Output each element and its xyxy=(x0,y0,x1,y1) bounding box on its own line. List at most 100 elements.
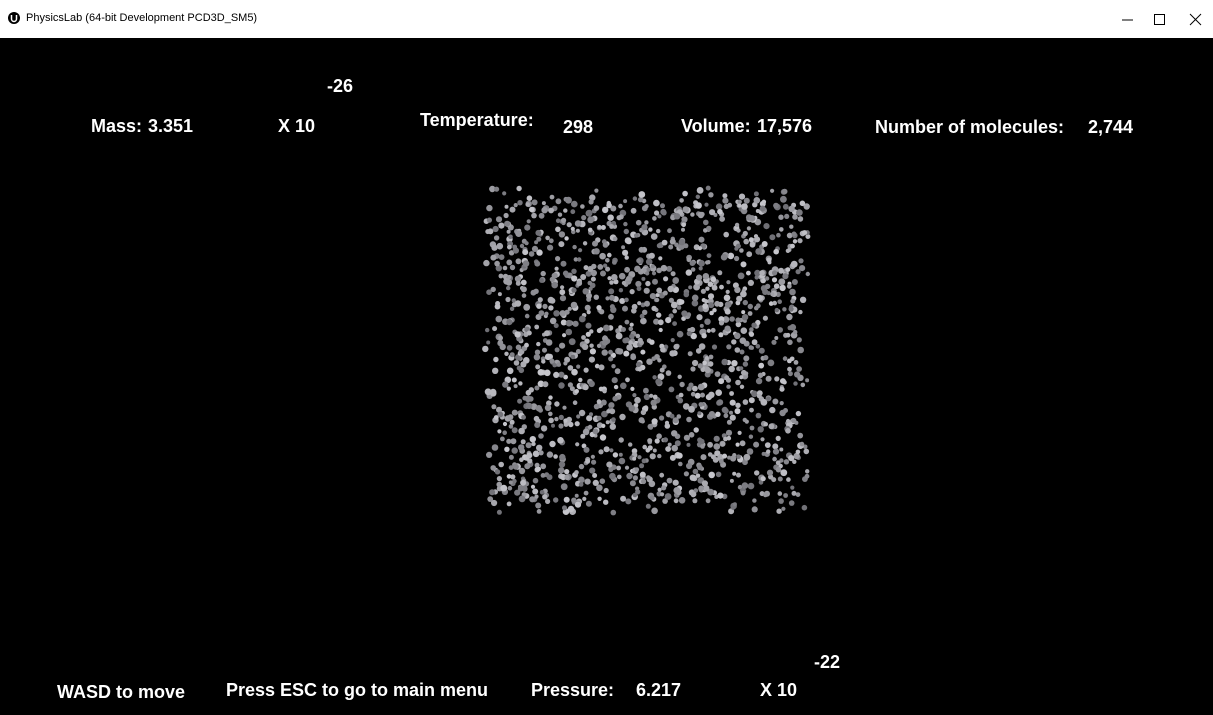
molecule xyxy=(741,310,745,314)
molecule xyxy=(621,245,625,249)
molecule xyxy=(571,302,578,309)
molecule xyxy=(611,510,617,516)
molecule xyxy=(777,327,783,333)
molecule xyxy=(579,464,584,469)
molecule xyxy=(738,431,742,435)
molecule xyxy=(617,475,622,480)
molecule xyxy=(639,247,645,253)
molecule xyxy=(772,270,777,275)
molecule xyxy=(548,208,554,214)
molecule xyxy=(714,301,720,307)
menu-hint: Press ESC to go to main menu xyxy=(226,681,488,699)
molecule xyxy=(632,457,636,461)
molecule xyxy=(716,472,722,478)
molecule xyxy=(750,426,755,431)
molecule xyxy=(577,257,581,261)
molecule xyxy=(494,187,499,192)
molecule xyxy=(789,500,795,506)
molecule xyxy=(688,351,693,356)
molecule xyxy=(651,400,657,406)
molecule xyxy=(707,329,711,333)
molecule xyxy=(705,287,709,291)
molecule xyxy=(736,454,741,459)
molecule xyxy=(801,383,806,388)
molecule xyxy=(489,489,495,495)
molecule xyxy=(534,325,539,330)
molecule xyxy=(766,396,771,401)
molecule xyxy=(535,230,541,236)
molecule xyxy=(645,281,650,286)
molecule xyxy=(574,389,579,394)
molecule xyxy=(777,299,782,304)
molecule xyxy=(651,508,658,515)
molecule xyxy=(613,452,618,457)
molecule xyxy=(796,209,803,216)
molecule xyxy=(657,454,661,458)
molecule xyxy=(510,207,516,213)
molecule xyxy=(686,463,692,469)
molecule xyxy=(507,245,512,250)
molecule xyxy=(779,227,784,232)
molecule xyxy=(599,364,605,370)
molecule xyxy=(639,463,644,468)
molecule xyxy=(790,324,797,331)
close-button[interactable] xyxy=(1190,14,1201,25)
molecule xyxy=(635,467,640,472)
molecule xyxy=(665,317,671,323)
molecule xyxy=(787,367,792,372)
molecule xyxy=(575,220,582,227)
molecule xyxy=(531,290,537,296)
molecule xyxy=(539,278,544,283)
molecule xyxy=(601,225,606,230)
molecule xyxy=(796,366,802,372)
molecule xyxy=(780,401,784,405)
molecule xyxy=(644,220,648,224)
molecule xyxy=(746,251,752,257)
molecule xyxy=(718,332,723,337)
molecule xyxy=(624,298,629,303)
molecule xyxy=(678,462,683,467)
molecule xyxy=(541,207,547,213)
molecule xyxy=(550,298,556,304)
molecule xyxy=(526,442,532,448)
molecule xyxy=(741,203,748,210)
molecule xyxy=(718,378,724,384)
molecule xyxy=(782,189,788,195)
molecule xyxy=(729,316,735,322)
molecule xyxy=(659,415,664,420)
molecule xyxy=(539,450,544,455)
molecule xyxy=(756,303,761,308)
maximize-button[interactable] xyxy=(1155,15,1165,25)
molecule xyxy=(766,376,772,382)
molecule xyxy=(776,509,781,514)
molecule xyxy=(674,213,680,219)
molecule xyxy=(635,281,641,287)
molecule xyxy=(751,391,758,398)
molecule xyxy=(697,437,702,442)
molecule xyxy=(521,280,527,286)
molecule xyxy=(536,445,542,451)
molecule xyxy=(681,310,687,316)
molecule xyxy=(605,258,610,263)
molecule xyxy=(744,454,751,461)
molecule xyxy=(541,425,547,431)
molecule xyxy=(692,498,697,503)
molecule xyxy=(559,231,565,237)
molecule xyxy=(647,438,652,443)
molecule xyxy=(584,447,590,453)
molecule xyxy=(608,288,614,294)
molecule xyxy=(642,459,647,464)
molecule xyxy=(631,208,637,214)
temperature-value: 298 xyxy=(563,118,593,136)
molecule xyxy=(559,454,565,460)
molecule xyxy=(786,419,790,423)
molecule xyxy=(709,411,715,417)
molecule xyxy=(588,228,593,233)
molecule xyxy=(497,510,502,515)
molecule xyxy=(667,228,672,233)
molecule xyxy=(611,364,615,368)
molecule xyxy=(679,198,684,203)
molecule xyxy=(760,206,766,212)
molecule xyxy=(561,261,567,267)
molecule xyxy=(715,389,722,396)
